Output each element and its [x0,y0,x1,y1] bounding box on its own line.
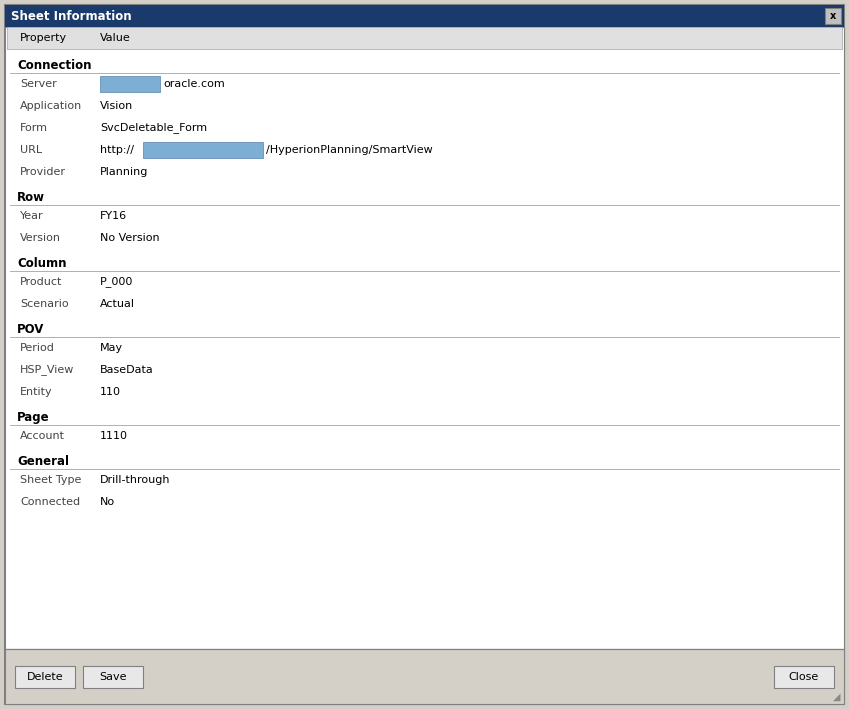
Text: Scenario: Scenario [20,299,69,309]
Text: Version: Version [20,233,61,243]
Text: Sheet Information: Sheet Information [11,9,132,23]
Text: 110: 110 [100,387,121,397]
Text: FY16: FY16 [100,211,127,221]
Text: Property: Property [20,33,67,43]
Text: Close: Close [789,671,819,681]
Text: May: May [100,343,123,353]
Text: Column: Column [17,257,66,270]
Text: BaseData: BaseData [100,365,154,375]
Text: SvcDeletable_Form: SvcDeletable_Form [100,123,207,133]
Text: Planning: Planning [100,167,149,177]
Text: Drill-through: Drill-through [100,475,171,485]
Bar [774,666,834,688]
Text: No: No [100,497,115,507]
Text: Sheet Type: Sheet Type [20,475,82,485]
Text: http://: http:// [100,145,134,155]
Text: Vision: Vision [100,101,133,111]
Text: URL: URL [20,145,42,155]
Text: Value: Value [100,33,131,43]
Text: Year: Year [20,211,43,221]
Text: Application: Application [20,101,82,111]
Text: Row: Row [17,191,45,203]
Text: Save: Save [99,671,127,681]
Text: ◢: ◢ [833,692,840,702]
Bar [83,666,143,688]
Bar [5,649,844,704]
Text: /HyperionPlanning/SmartView: /HyperionPlanning/SmartView [266,145,433,155]
Text: Page: Page [17,411,49,424]
Bar [7,27,842,49]
Text: Period: Period [20,343,55,353]
Text: x: x [829,11,836,21]
Text: Account: Account [20,431,65,441]
Bar [100,77,160,91]
Bar [5,27,844,649]
Text: P_000: P_000 [100,277,133,287]
Bar [143,143,263,157]
Text: Actual: Actual [100,299,135,309]
Text: oracle.com: oracle.com [163,79,225,89]
Text: Connection: Connection [17,59,92,72]
Text: Connected: Connected [20,497,80,507]
Text: Provider: Provider [20,167,66,177]
Text: HSP_View: HSP_View [20,364,75,376]
Text: No Version: No Version [100,233,160,243]
Text: Server: Server [20,79,57,89]
Text: General: General [17,454,69,468]
Text: Delete: Delete [26,671,64,681]
Text: POV: POV [17,323,44,336]
Bar [5,5,844,27]
Bar [825,8,841,24]
Text: Product: Product [20,277,62,287]
Bar [15,666,75,688]
Text: 1110: 1110 [100,431,128,441]
Text: Entity: Entity [20,387,53,397]
Text: Form: Form [20,123,48,133]
